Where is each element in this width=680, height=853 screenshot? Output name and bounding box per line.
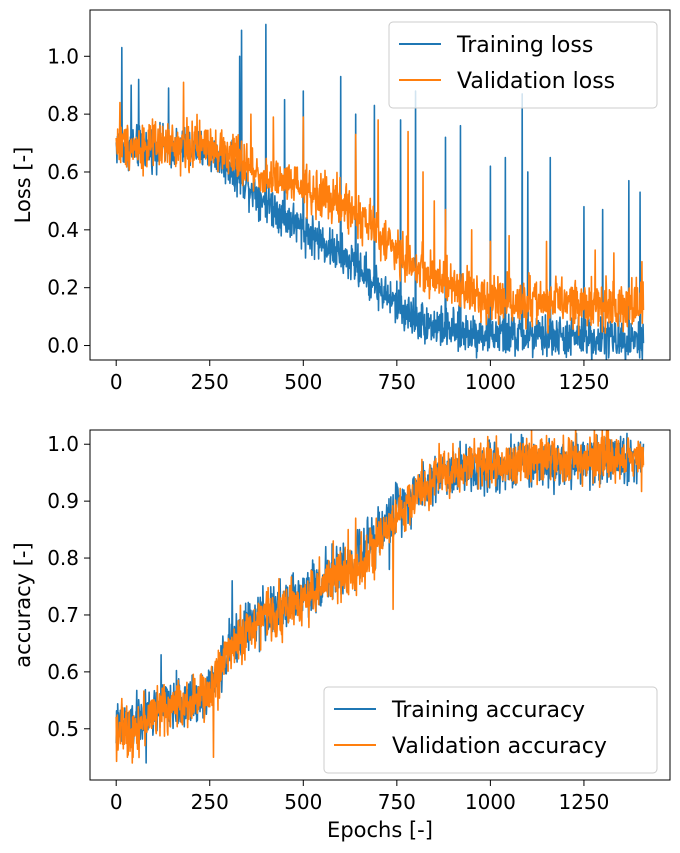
y-tick-label: 0.5 xyxy=(47,717,79,741)
y-tick-label: 1.0 xyxy=(47,432,79,456)
y-tick-label: 0.6 xyxy=(47,160,79,184)
y-axis-label: accuracy [-] xyxy=(11,542,35,667)
y-tick-label: 0.8 xyxy=(47,546,79,570)
x-tick-label: 750 xyxy=(378,790,416,814)
y-tick-label: 1.0 xyxy=(47,44,79,68)
y-tick-label: 0.0 xyxy=(47,334,79,358)
x-tick-label: 0 xyxy=(110,790,123,814)
y-tick-label: 0.7 xyxy=(47,603,79,627)
x-tick-label: 1250 xyxy=(558,370,609,394)
legend-box xyxy=(388,21,658,109)
legend-box xyxy=(323,686,658,774)
legend-label: Validation accuracy xyxy=(392,734,607,759)
series-line-validation-accuracy xyxy=(115,430,645,764)
series-lines xyxy=(115,430,645,764)
loss-subplot: 0 250 500 750 1000 1250 0.0 0.2 0.4 0.6 0.8 1.0 Loss… xyxy=(11,9,671,394)
legend-label: Training accuracy xyxy=(391,698,585,723)
axes-frame xyxy=(89,9,671,361)
accuracy-subplot: 0 250 500 750 1000 1250 0.5 0.6 0.7 0.8 0.9 1.0 accu… xyxy=(11,429,671,842)
y-tick-label: 0.4 xyxy=(47,218,79,242)
y-tick-label: 0.6 xyxy=(47,660,79,684)
legend-label: Validation loss xyxy=(457,69,615,94)
x-tick-label: 250 xyxy=(191,370,229,394)
x-tick-label: 500 xyxy=(284,790,322,814)
legend: Training loss Validation loss xyxy=(388,21,658,109)
x-tick-label: 1250 xyxy=(558,790,609,814)
axes-frame xyxy=(89,429,671,781)
x-tick-label: 500 xyxy=(284,370,322,394)
y-tick-label: 0.9 xyxy=(47,489,79,513)
x-tick-label: 750 xyxy=(378,370,416,394)
x-tick-label: 1000 xyxy=(465,370,516,394)
series-lines xyxy=(115,23,645,360)
x-tick-label: 0 xyxy=(110,370,123,394)
series-line-validation-loss xyxy=(115,81,645,336)
y-tick-label: 0.8 xyxy=(47,102,79,126)
legend-label: Training loss xyxy=(456,33,593,58)
x-tick-label: 1000 xyxy=(465,790,516,814)
x-tick-label: 250 xyxy=(191,790,229,814)
y-axis-label: Loss [-] xyxy=(11,147,35,224)
legend: Training accuracy Validation accuracy xyxy=(323,686,658,774)
x-axis-label: Epochs [-] xyxy=(327,818,433,842)
y-tick-label: 0.2 xyxy=(47,276,79,300)
